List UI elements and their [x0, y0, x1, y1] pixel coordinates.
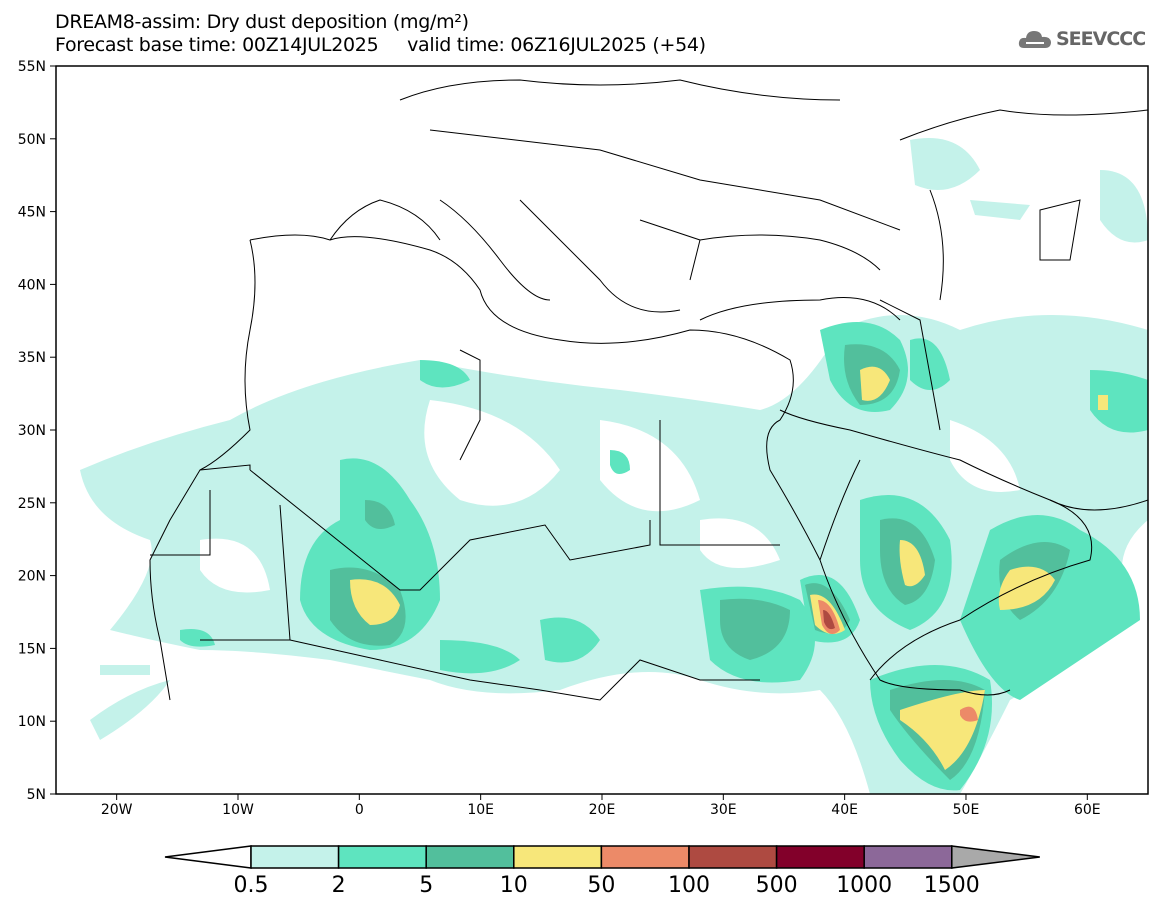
lon-label: 40E [831, 802, 858, 818]
map-title: DREAM8-assim: Dry dust deposition (mg/m²… [55, 11, 469, 33]
colorbar-swatch [600, 845, 690, 869]
coastlines-borders [149, 79, 1149, 701]
colorbar-swatch [863, 845, 953, 869]
lat-label: 10N [18, 714, 46, 730]
colorbar-tick: 1000 [836, 873, 892, 898]
longitude-labels: 20W 10W 0 10E 20E 30E 40E 50E 60E [101, 794, 1101, 818]
lon-label: 10W [222, 802, 254, 818]
lon-label: 0 [355, 802, 364, 818]
lon-label: 30E [710, 802, 737, 818]
lat-label: 5N [27, 787, 46, 803]
colorbar-tick: 1500 [924, 873, 980, 898]
lat-label: 25N [18, 496, 46, 512]
colorbar-swatch [250, 845, 340, 869]
seevccc-logo: SEEVCCC [1018, 28, 1146, 50]
colorbar-tick: 10 [500, 873, 528, 898]
dust-field [80, 138, 1148, 794]
colorbar-swatch [513, 845, 603, 869]
lat-label: 50N [18, 132, 46, 148]
lon-label: 20W [101, 802, 133, 818]
lon-label: 10E [467, 802, 494, 818]
colorbar-swatch [425, 845, 515, 869]
colorbar: 0.5 2 5 10 50 100 500 1000 1500 [164, 845, 1040, 898]
lon-label: 60E [1074, 802, 1101, 818]
valid-time: valid time: 06Z16JUL2025 (+54) [407, 34, 706, 56]
base-time: Forecast base time: 00Z14JUL2025 [55, 34, 379, 56]
lat-label: 45N [18, 205, 46, 221]
latitude-labels: 55N 50N 45N 40N 35N 30N 25N 20N 15N 10N 5N [18, 59, 56, 803]
lat-label: 35N [18, 350, 46, 366]
lat-label: 55N [18, 59, 46, 75]
colorbar-tick: 0.5 [234, 873, 269, 898]
colorbar-swatch [688, 845, 778, 869]
lat-label: 15N [18, 641, 46, 657]
lat-label: 20N [18, 569, 46, 585]
colorbar-low-arrow [164, 845, 252, 869]
lat-label: 30N [18, 423, 46, 439]
colorbar-high-arrow [951, 845, 1040, 869]
colorbar-tick: 5 [419, 873, 433, 898]
colorbar-tick: 100 [668, 873, 710, 898]
lat-label: 40N [18, 277, 46, 293]
map-subtitle: Forecast base time: 00Z14JUL2025 valid t… [55, 35, 706, 55]
colorbar-swatch [775, 845, 865, 869]
cloud-icon [1018, 31, 1051, 48]
colorbar-tick: 50 [587, 873, 615, 898]
colorbar-tick: 2 [332, 873, 346, 898]
colorbar-swatch [337, 845, 427, 869]
lon-label: 20E [589, 802, 616, 818]
colorbar-tick: 500 [756, 873, 798, 898]
lon-label: 50E [953, 802, 980, 818]
